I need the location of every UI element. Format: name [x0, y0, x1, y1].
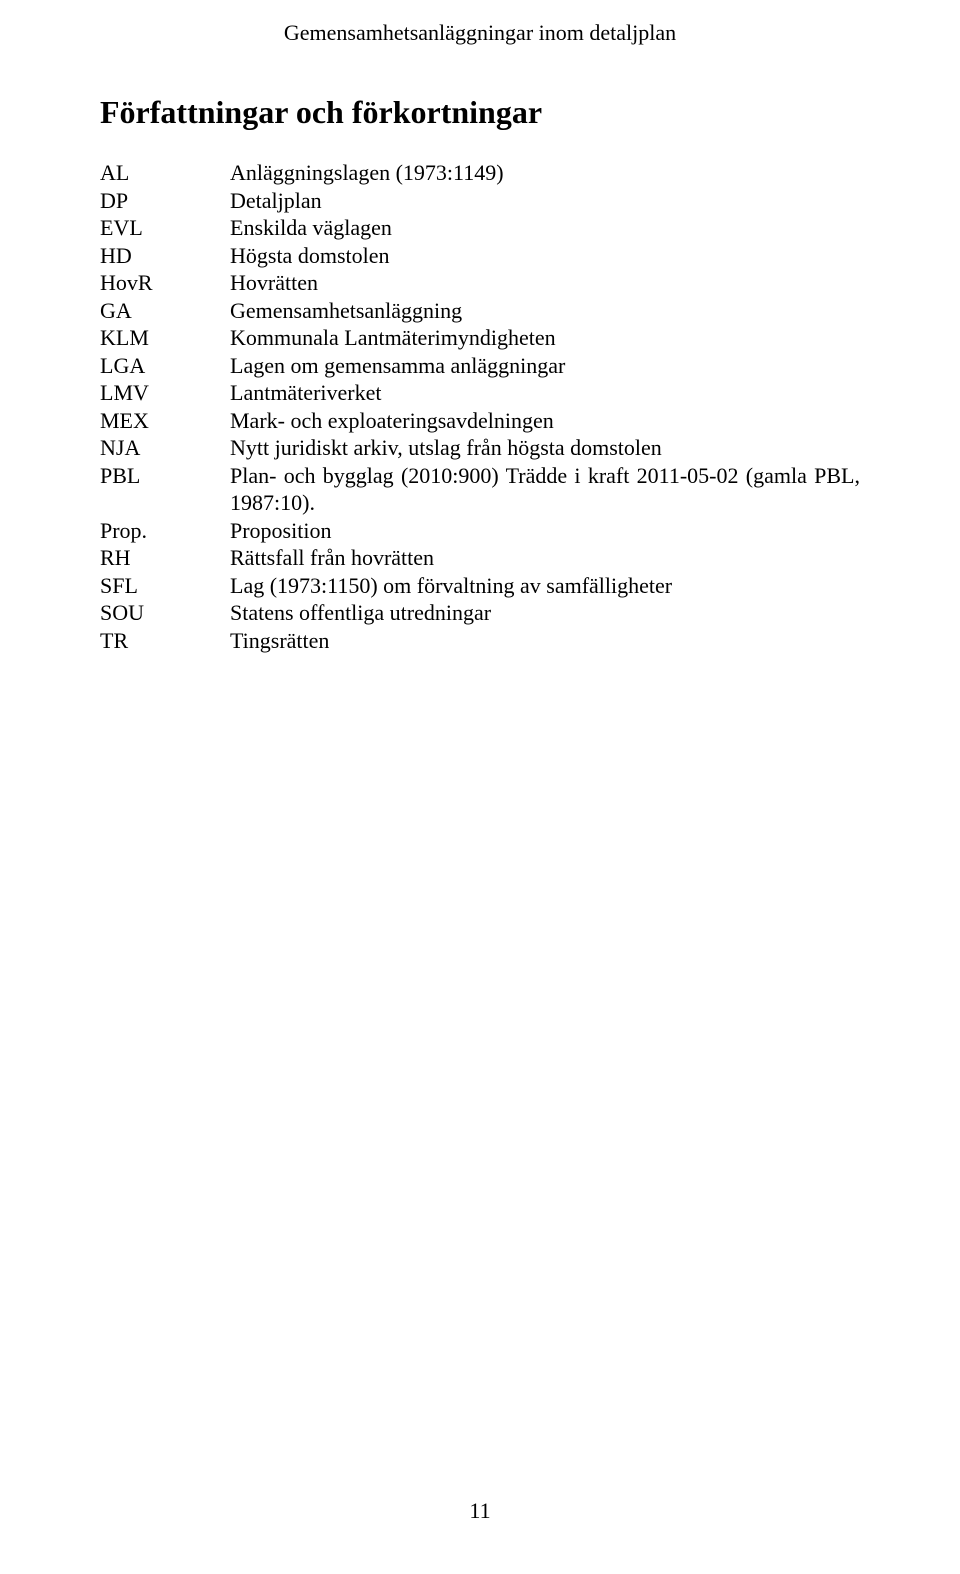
abbr-description: Kommunala Lantmäterimyndigheten	[230, 324, 860, 352]
definition-row: TRTingsrätten	[100, 627, 860, 655]
abbr-description: Detaljplan	[230, 187, 860, 215]
abbr-description: Lantmäteriverket	[230, 379, 860, 407]
abbr-label: HovR	[100, 269, 230, 297]
definition-row: HovRHovrätten	[100, 269, 860, 297]
abbr-description: Lagen om gemensamma anläggningar	[230, 352, 860, 380]
definition-row: MEXMark- och exploateringsavdelningen	[100, 407, 860, 435]
abbr-label: LGA	[100, 352, 230, 380]
abbr-label: Prop.	[100, 517, 230, 545]
definition-row: SOUStatens offentliga utredningar	[100, 599, 860, 627]
definitions-list: ALAnläggningslagen (1973:1149)DPDetaljpl…	[100, 159, 860, 654]
abbr-label: HD	[100, 242, 230, 270]
definition-row: NJANytt juridiskt arkiv, utslag från hög…	[100, 434, 860, 462]
abbr-description: Proposition	[230, 517, 860, 545]
abbr-label: SOU	[100, 599, 230, 627]
definition-row: KLMKommunala Lantmäterimyndigheten	[100, 324, 860, 352]
abbr-label: GA	[100, 297, 230, 325]
definition-row: RHRättsfall från hovrätten	[100, 544, 860, 572]
abbr-label: LMV	[100, 379, 230, 407]
abbr-label: NJA	[100, 434, 230, 462]
abbr-description: Gemensamhetsanläggning	[230, 297, 860, 325]
abbr-description: Högsta domstolen	[230, 242, 860, 270]
definition-row: ALAnläggningslagen (1973:1149)	[100, 159, 860, 187]
definition-row: Prop.Proposition	[100, 517, 860, 545]
abbr-description: Rättsfall från hovrätten	[230, 544, 860, 572]
definition-row: GAGemensamhetsanläggning	[100, 297, 860, 325]
definition-row: HDHögsta domstolen	[100, 242, 860, 270]
abbr-label: RH	[100, 544, 230, 572]
abbr-description: Lag (1973:1150) om förvaltning av samfäl…	[230, 572, 860, 600]
abbr-label: TR	[100, 627, 230, 655]
abbr-label: SFL	[100, 572, 230, 600]
definition-row: PBLPlan- och bygglag (2010:900) Trädde i…	[100, 462, 860, 517]
abbr-description: Anläggningslagen (1973:1149)	[230, 159, 860, 187]
abbr-description: Mark- och exploateringsavdelningen	[230, 407, 860, 435]
abbr-description: Tingsrätten	[230, 627, 860, 655]
abbr-label: PBL	[100, 462, 230, 517]
abbr-label: MEX	[100, 407, 230, 435]
definition-row: LGALagen om gemensamma anläggningar	[100, 352, 860, 380]
abbr-description: Nytt juridiskt arkiv, utslag från högsta…	[230, 434, 860, 462]
page-number: 11	[0, 1498, 960, 1524]
abbr-label: EVL	[100, 214, 230, 242]
abbr-description: Plan- och bygglag (2010:900) Trädde i kr…	[230, 462, 860, 517]
page-title: Författningar och förkortningar	[100, 94, 860, 131]
definition-row: SFLLag (1973:1150) om förvaltning av sam…	[100, 572, 860, 600]
definition-row: LMVLantmäteriverket	[100, 379, 860, 407]
abbr-description: Enskilda väglagen	[230, 214, 860, 242]
abbr-description: Statens offentliga utredningar	[230, 599, 860, 627]
abbr-label: DP	[100, 187, 230, 215]
abbr-label: KLM	[100, 324, 230, 352]
page-header: Gemensamhetsanläggningar inom detaljplan	[100, 20, 860, 46]
abbr-description: Hovrätten	[230, 269, 860, 297]
definition-row: DPDetaljplan	[100, 187, 860, 215]
definition-row: EVLEnskilda väglagen	[100, 214, 860, 242]
abbr-label: AL	[100, 159, 230, 187]
